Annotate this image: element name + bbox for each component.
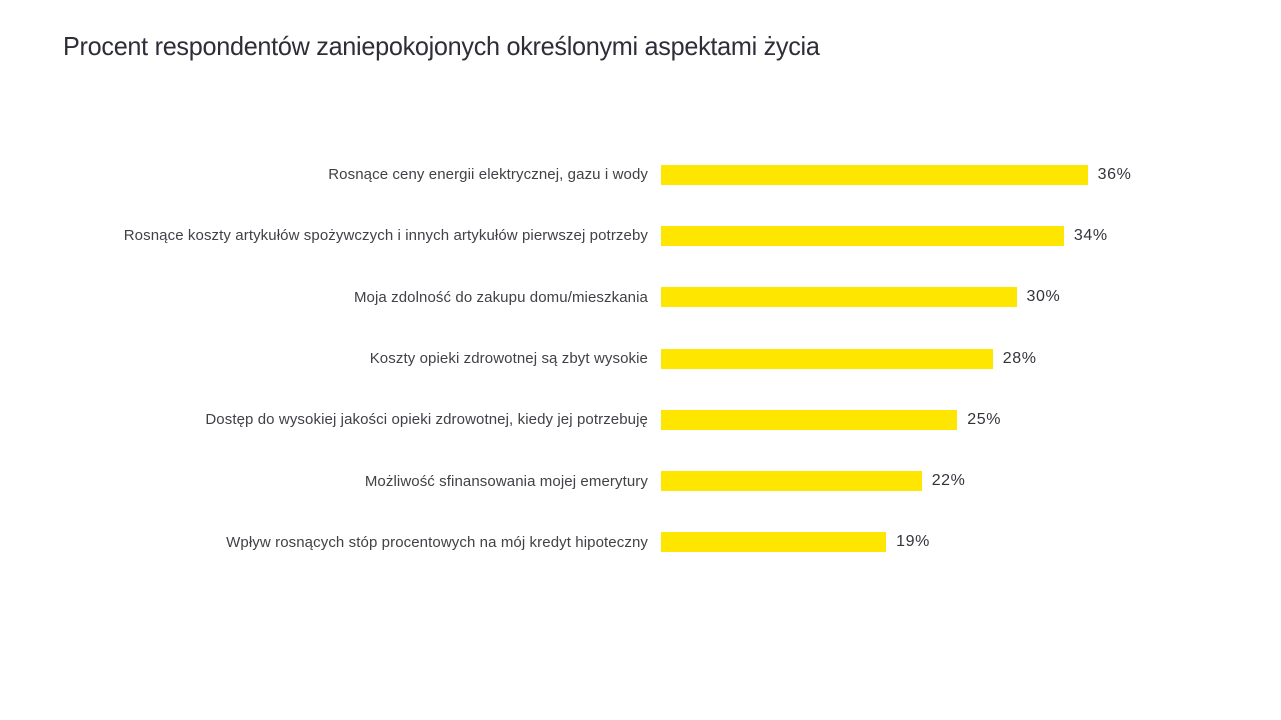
bar-chart: Rosnące ceny energii elektrycznej, gazu … (0, 144, 1281, 573)
category-label: Możliwość sfinansowania mojej emerytury (364, 472, 648, 490)
bar-track: 22% (661, 471, 966, 492)
bar-row: Dostęp do wysokiej jakości opieki zdrowo… (0, 389, 1281, 450)
value-label: 22% (931, 472, 966, 490)
bar (661, 287, 1017, 308)
bar-row: Rosnące koszty artykułów spożywczych i i… (0, 205, 1281, 266)
category-label: Rosnące ceny energii elektrycznej, gazu … (328, 166, 648, 184)
value-label: 19% (896, 533, 930, 551)
bar-row: Wpływ rosnących stóp procentowych na mój… (0, 512, 1281, 573)
category-label: Wpływ rosnących stóp procentowych na mój… (226, 533, 648, 551)
value-label: 36% (1097, 165, 1132, 183)
bar-track: 30% (661, 287, 1061, 308)
value-label: 28% (1002, 349, 1037, 367)
category-label: Moja zdolność do zakupu domu/mieszkania (353, 288, 648, 306)
bar-row: Moja zdolność do zakupu domu/mieszkania 3… (0, 267, 1281, 328)
bar-track: 19% (661, 532, 930, 553)
value-label: 25% (967, 410, 1002, 428)
bar-track: 28% (661, 348, 1037, 369)
bar-track: 34% (661, 225, 1108, 246)
bar (661, 348, 993, 369)
bar (661, 225, 1064, 246)
bar (661, 409, 958, 430)
category-label: Dostęp do wysokiej jakości opieki zdrowo… (205, 411, 648, 429)
value-label: 34% (1073, 226, 1108, 244)
bar-track: 25% (661, 409, 1002, 430)
category-label: Koszty opieki zdrowotnej są zbyt wysokie (369, 350, 648, 368)
bar (661, 164, 1088, 185)
bar (661, 471, 922, 492)
bar-row: Koszty opieki zdrowotnej są zbyt wysokie… (0, 328, 1281, 389)
value-label: 30% (1026, 288, 1061, 306)
bar-track: 36% (661, 164, 1132, 185)
category-label: Rosnące koszty artykułów spożywczych i i… (123, 227, 648, 245)
bar-row: Możliwość sfinansowania mojej emerytury 2… (0, 450, 1281, 511)
chart-title: Procent respondentów zaniepokojonych okr… (63, 31, 820, 61)
bar (661, 532, 887, 553)
bar-row: Rosnące ceny energii elektrycznej, gazu … (0, 144, 1281, 205)
